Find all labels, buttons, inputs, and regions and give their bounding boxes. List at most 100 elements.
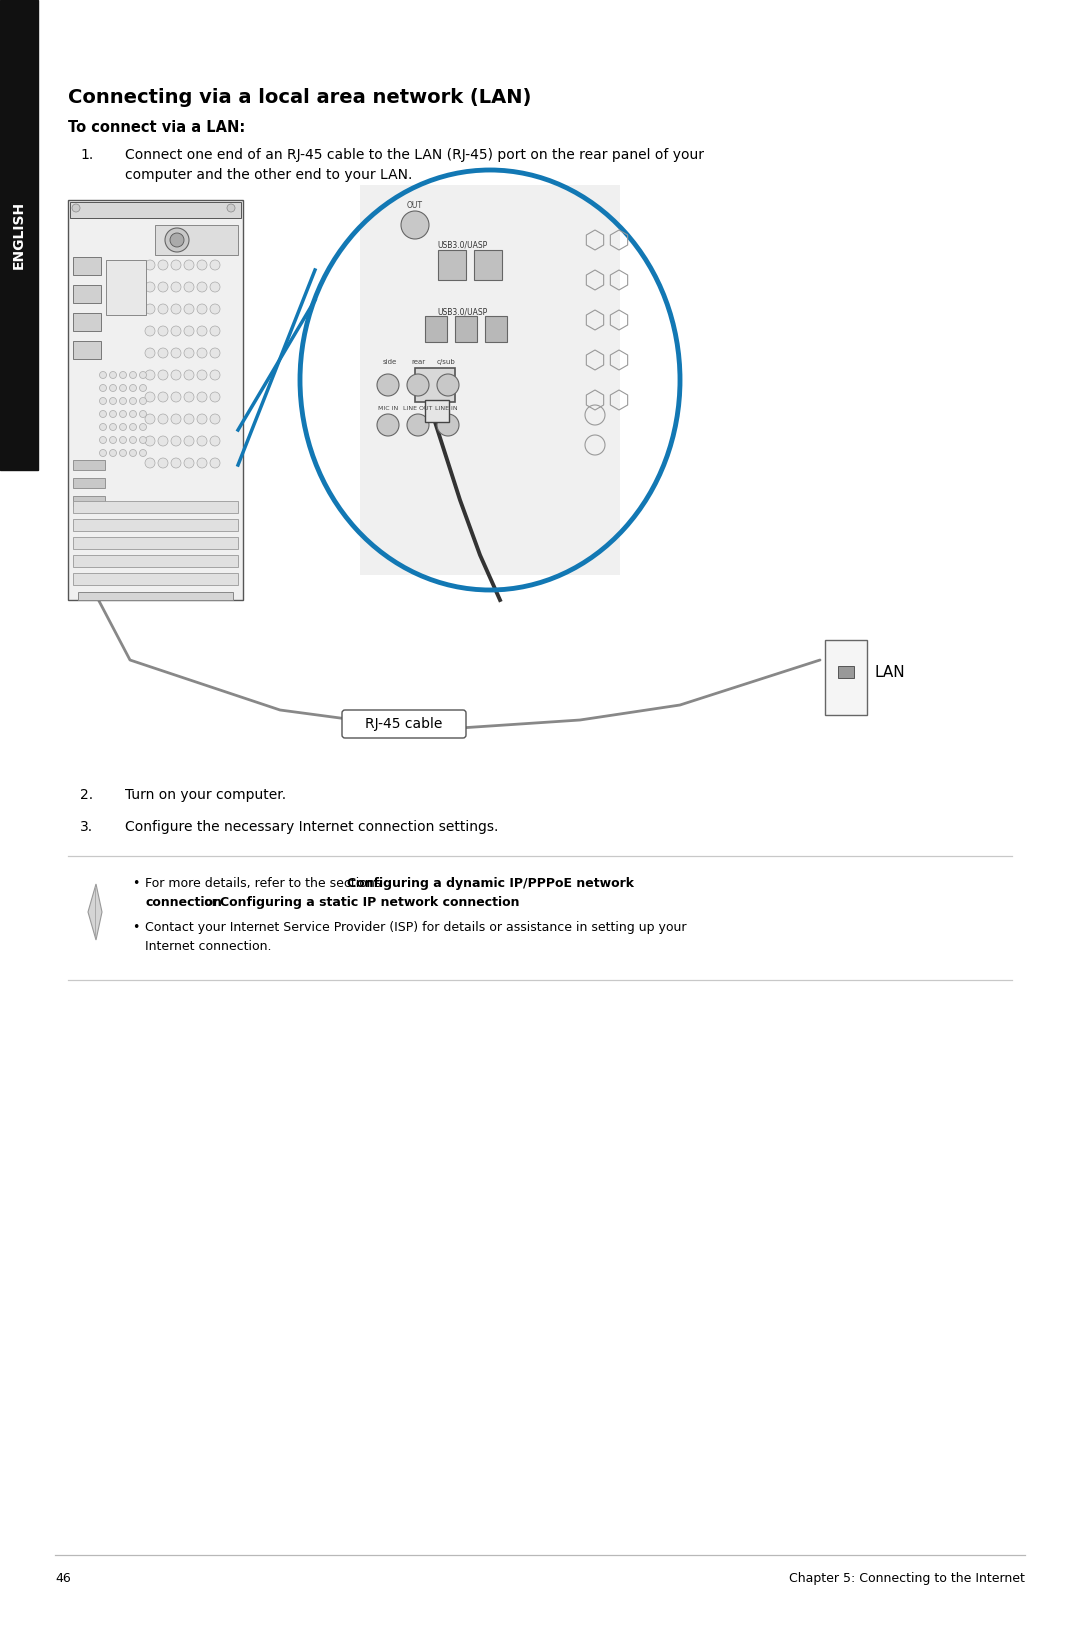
Text: Configuring a static IP network connection: Configuring a static IP network connecti… xyxy=(220,896,519,909)
Circle shape xyxy=(197,392,207,402)
Circle shape xyxy=(158,348,168,358)
Circle shape xyxy=(227,203,235,212)
Bar xyxy=(73,257,102,275)
Circle shape xyxy=(437,413,459,436)
Text: •: • xyxy=(132,877,139,890)
Text: USB3.0/UASP: USB3.0/UASP xyxy=(437,241,487,249)
Circle shape xyxy=(437,374,459,395)
Circle shape xyxy=(197,304,207,314)
FancyBboxPatch shape xyxy=(342,709,465,739)
Circle shape xyxy=(120,449,126,457)
Circle shape xyxy=(210,369,220,381)
Circle shape xyxy=(184,281,194,291)
Circle shape xyxy=(130,423,136,431)
Circle shape xyxy=(170,233,184,247)
Text: 46: 46 xyxy=(55,1572,71,1585)
Circle shape xyxy=(184,457,194,469)
Circle shape xyxy=(171,260,181,270)
Bar xyxy=(73,501,238,513)
Circle shape xyxy=(165,228,189,252)
Circle shape xyxy=(158,281,168,291)
Circle shape xyxy=(184,348,194,358)
Circle shape xyxy=(145,392,156,402)
Circle shape xyxy=(99,436,107,444)
Circle shape xyxy=(197,325,207,337)
Circle shape xyxy=(407,413,429,436)
Circle shape xyxy=(401,212,429,239)
Circle shape xyxy=(145,260,156,270)
Text: ENGLISH: ENGLISH xyxy=(12,202,26,268)
Circle shape xyxy=(158,457,168,469)
Text: Contact your Internet Service Provider (ISP) for details or assistance in settin: Contact your Internet Service Provider (… xyxy=(145,921,687,934)
Circle shape xyxy=(171,369,181,381)
Circle shape xyxy=(158,369,168,381)
Circle shape xyxy=(210,281,220,291)
Text: To connect via a LAN:: To connect via a LAN: xyxy=(68,120,245,135)
Circle shape xyxy=(99,371,107,379)
Circle shape xyxy=(210,348,220,358)
Circle shape xyxy=(171,457,181,469)
Circle shape xyxy=(109,423,117,431)
Polygon shape xyxy=(87,883,102,940)
Circle shape xyxy=(145,436,156,446)
Text: Internet connection.: Internet connection. xyxy=(145,940,271,953)
Bar xyxy=(455,316,477,342)
Circle shape xyxy=(120,384,126,392)
Circle shape xyxy=(210,392,220,402)
Bar xyxy=(156,225,238,255)
Bar xyxy=(73,342,102,360)
Bar xyxy=(70,202,241,218)
Circle shape xyxy=(184,413,194,425)
Bar xyxy=(360,185,620,574)
Circle shape xyxy=(158,304,168,314)
Circle shape xyxy=(72,203,80,212)
Bar xyxy=(73,312,102,330)
Text: 3.: 3. xyxy=(80,820,93,835)
Circle shape xyxy=(184,304,194,314)
Circle shape xyxy=(197,260,207,270)
Circle shape xyxy=(197,281,207,291)
Circle shape xyxy=(158,436,168,446)
Circle shape xyxy=(120,423,126,431)
Circle shape xyxy=(377,374,399,395)
Text: c/sub: c/sub xyxy=(436,360,456,364)
Bar xyxy=(106,260,146,316)
Text: LAN: LAN xyxy=(875,664,906,680)
Text: RJ-45 cable: RJ-45 cable xyxy=(365,718,443,731)
Circle shape xyxy=(145,304,156,314)
Circle shape xyxy=(377,413,399,436)
Circle shape xyxy=(139,384,147,392)
Circle shape xyxy=(210,304,220,314)
Bar xyxy=(838,665,854,678)
Circle shape xyxy=(99,384,107,392)
Text: 2.: 2. xyxy=(80,787,93,802)
Bar xyxy=(0,0,38,470)
Text: For more details, refer to the sections: For more details, refer to the sections xyxy=(145,877,386,890)
Circle shape xyxy=(109,436,117,444)
Circle shape xyxy=(171,413,181,425)
Circle shape xyxy=(171,325,181,337)
Bar xyxy=(474,251,502,280)
Bar xyxy=(73,460,105,470)
Circle shape xyxy=(130,384,136,392)
Circle shape xyxy=(210,325,220,337)
Circle shape xyxy=(109,371,117,379)
Circle shape xyxy=(171,436,181,446)
Text: OUT: OUT xyxy=(407,200,423,210)
Text: USB3.0/UASP: USB3.0/UASP xyxy=(437,308,487,317)
Circle shape xyxy=(99,397,107,405)
Text: side: side xyxy=(383,360,397,364)
Circle shape xyxy=(197,348,207,358)
Circle shape xyxy=(130,449,136,457)
Circle shape xyxy=(109,397,117,405)
Circle shape xyxy=(120,410,126,418)
Circle shape xyxy=(139,449,147,457)
Text: Configure the necessary Internet connection settings.: Configure the necessary Internet connect… xyxy=(125,820,498,835)
Ellipse shape xyxy=(300,169,680,591)
Circle shape xyxy=(184,392,194,402)
Text: Connect one end of an RJ-45 cable to the LAN (RJ-45) port on the rear panel of y: Connect one end of an RJ-45 cable to the… xyxy=(125,148,704,182)
Circle shape xyxy=(99,410,107,418)
Bar xyxy=(78,592,233,600)
Text: Turn on your computer.: Turn on your computer. xyxy=(125,787,286,802)
Bar xyxy=(426,400,449,421)
